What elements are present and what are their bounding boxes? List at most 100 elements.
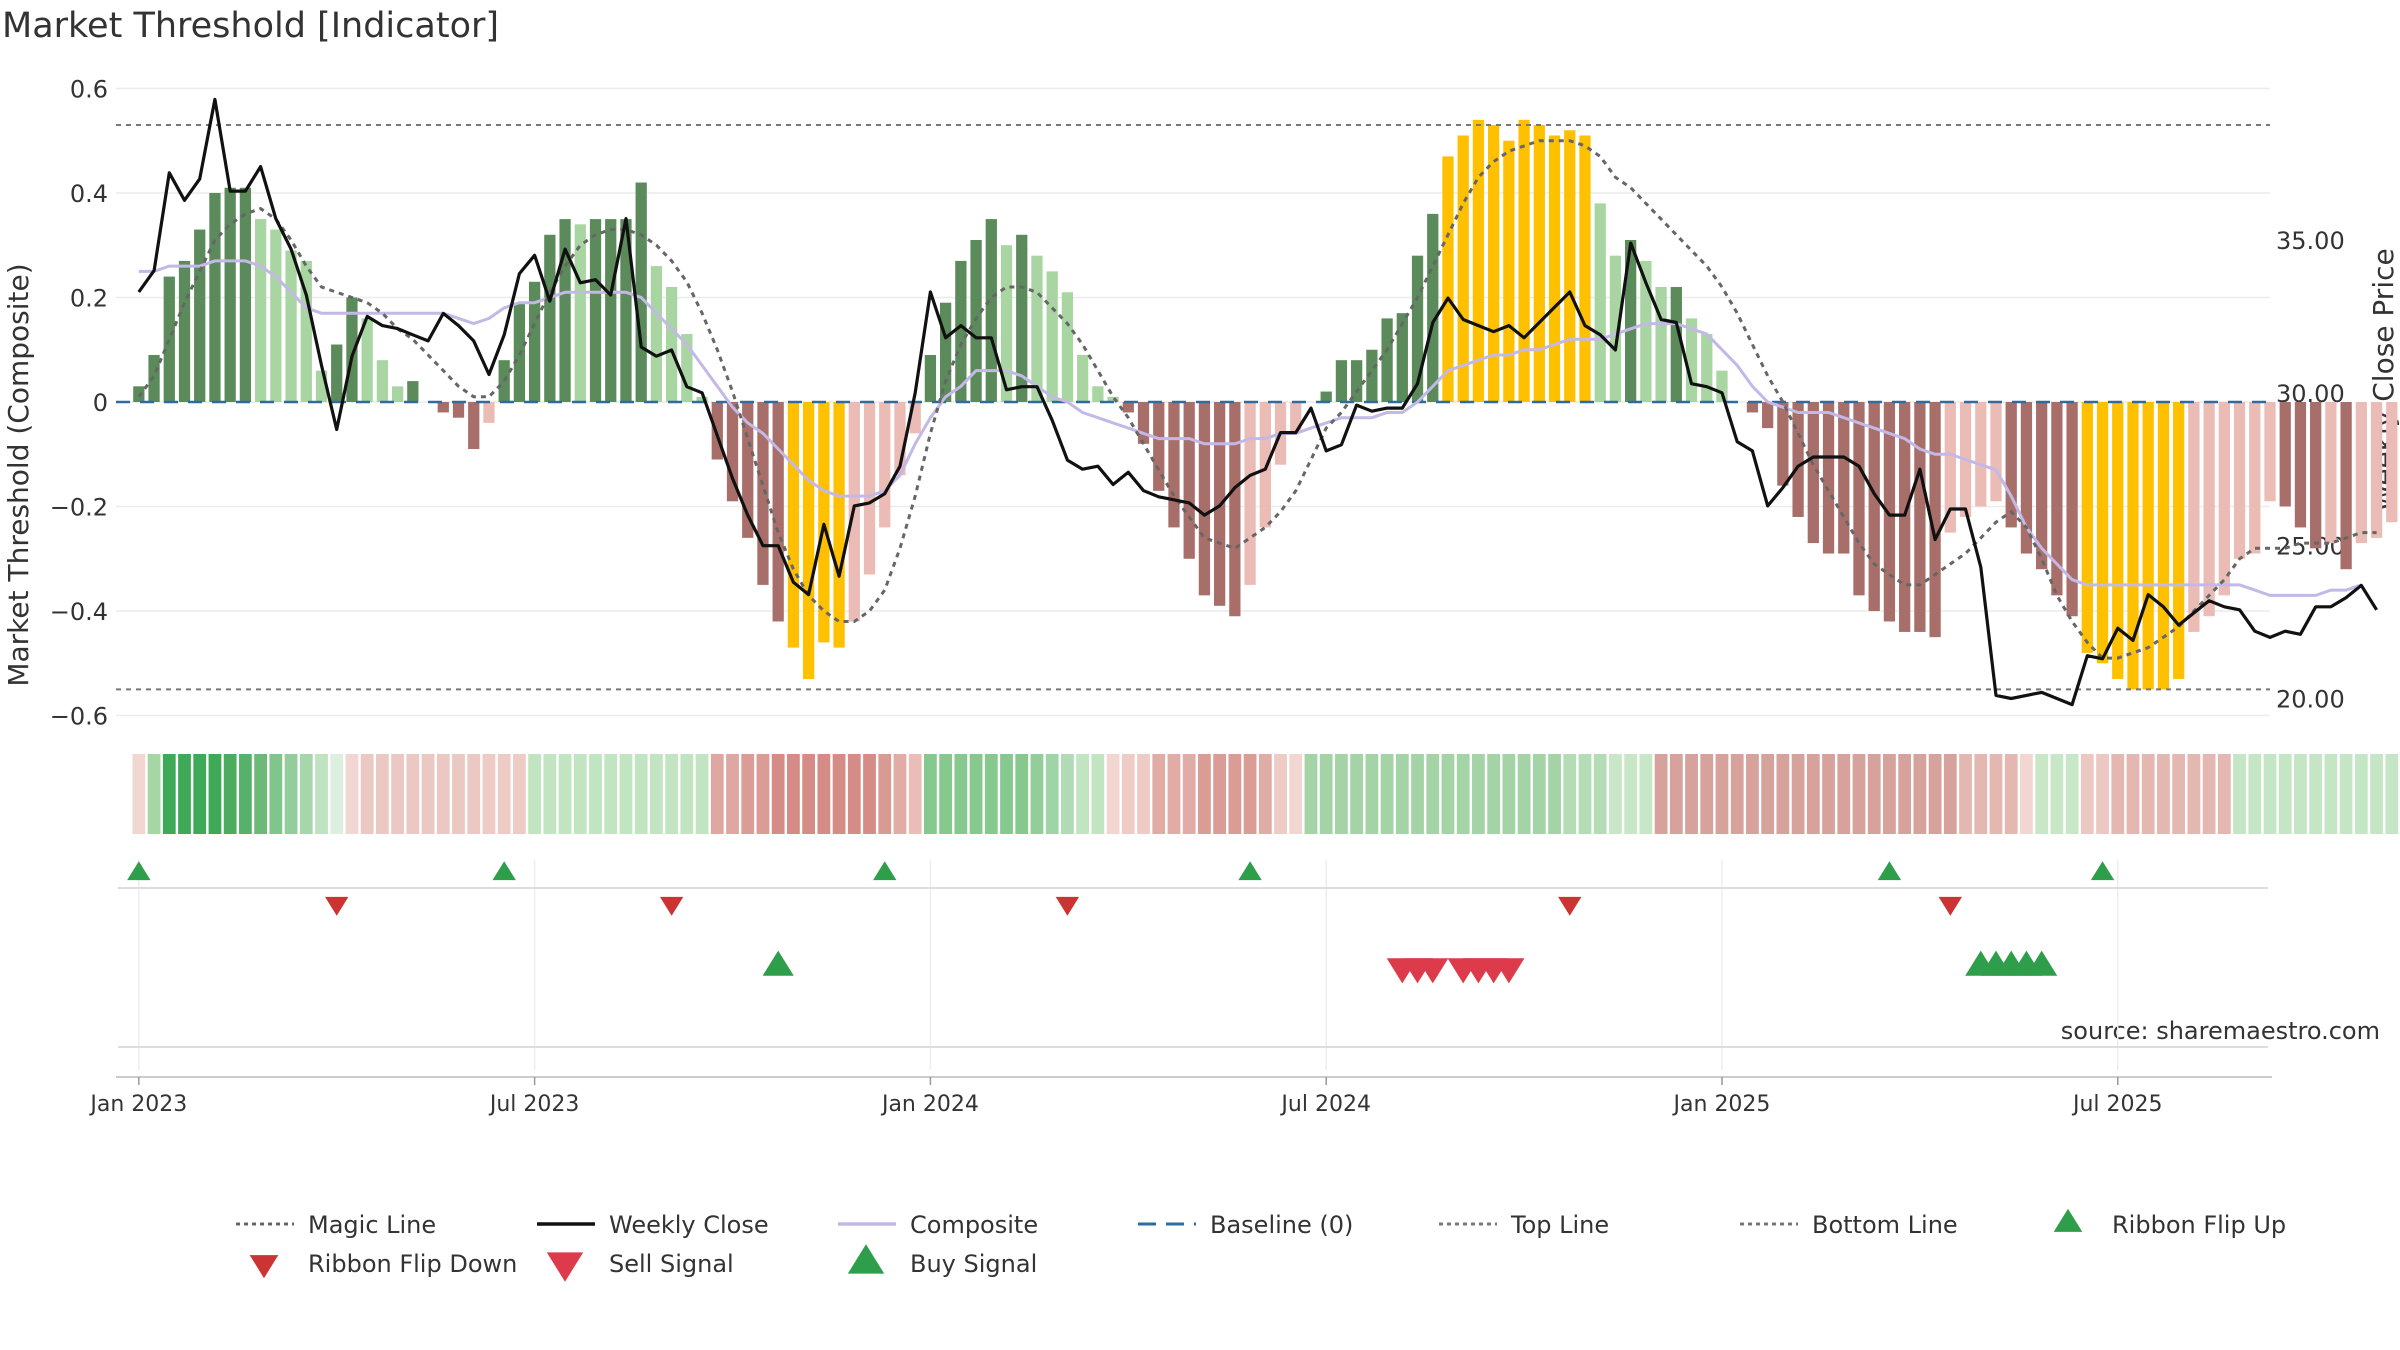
ribbon-cell (1806, 754, 1820, 834)
composite-bar (909, 402, 921, 434)
composite-bar (1807, 402, 1819, 544)
ribbon-cell (2096, 754, 2109, 834)
ribbon-cell (589, 754, 602, 834)
ribbon-cell (1319, 754, 1333, 834)
composite-bar (665, 287, 678, 402)
composite-bar (452, 402, 465, 418)
ribbon-cell (1502, 754, 1516, 834)
composite-bar (361, 318, 373, 402)
ribbon-cell (147, 754, 161, 834)
weekly-close-line (137, 97, 2378, 707)
composite-bar (1244, 402, 1256, 585)
ribbon-cell (984, 754, 998, 834)
composite-bar (620, 219, 632, 402)
ribbon-cell (1274, 754, 1287, 834)
legend-label: Ribbon Flip Up (2112, 1211, 2286, 1239)
ribbon-cell (330, 754, 344, 834)
ribbon-cell (421, 754, 435, 834)
ribbon-cell (1593, 754, 1607, 834)
sell-signal-marker (1417, 958, 1449, 984)
ribbon-cell (1669, 754, 1683, 834)
composite-bar (1868, 402, 1880, 612)
composite-bar (2310, 402, 2322, 549)
legend-swatch (249, 1255, 279, 1279)
ribbon-cell (2339, 754, 2353, 834)
composite-bar (2249, 402, 2261, 554)
composite-bar (437, 402, 449, 413)
composite-bar (2051, 402, 2063, 596)
composite-bar (1457, 135, 1469, 402)
ribbon-cell (1015, 754, 1029, 834)
ribbon-cell (162, 754, 176, 834)
y2-tick-label: 35.00 (2276, 227, 2345, 255)
ribbon-cell (132, 754, 146, 834)
ribbon-cell (726, 754, 739, 834)
ribbon-cell (345, 754, 359, 834)
composite-bar (1153, 402, 1165, 491)
composite-bar (346, 297, 358, 402)
ribbon-cell (756, 754, 770, 834)
ribbon-cell (2157, 754, 2170, 834)
ribbon-cell (1228, 754, 1242, 834)
composite-bar (605, 219, 617, 402)
ribbon-cell (1258, 754, 1272, 834)
composite-bar (1625, 240, 1637, 402)
composite-bar (818, 402, 830, 643)
ribbon-flip-up-marker (2090, 861, 2115, 881)
composite-bar (1701, 334, 1713, 402)
ribbon-cell (1898, 754, 1912, 834)
legend-label: Bottom Line (1812, 1211, 1958, 1239)
ribbon-cell (2187, 754, 2201, 834)
composite-bar (1746, 402, 1759, 413)
composite-bar (2157, 402, 2170, 690)
ribbon-cell (1030, 754, 1044, 834)
composite-bar (544, 234, 556, 402)
composite-bar (483, 402, 495, 423)
ribbon-cell (939, 754, 953, 834)
ribbon-cell (954, 754, 968, 834)
y-axis-label: Market Threshold (Composite) (2, 263, 35, 686)
ribbon-cell (284, 754, 298, 834)
composite-bar (1533, 125, 1545, 402)
composite-bar (940, 302, 952, 402)
ribbon-flip-up-marker (1877, 861, 1902, 881)
composite-bar (2127, 402, 2139, 690)
ribbon-cell (1335, 754, 1348, 834)
ribbon-cell (1943, 754, 1957, 834)
composite-bar (2233, 402, 2246, 559)
composite-bar (1259, 402, 1271, 528)
composite-bar (331, 344, 343, 402)
ribbon-cell (1304, 754, 1318, 834)
ribbon-cell (436, 754, 450, 834)
composite-bar (2279, 402, 2291, 507)
ribbon-flip-up-marker (873, 861, 897, 881)
ribbon-cell (1609, 754, 1622, 834)
ribbon-cell (2233, 754, 2246, 834)
composite-bar (802, 402, 815, 679)
legend-label: Top Line (1510, 1211, 1609, 1239)
ribbon-cell (802, 754, 816, 834)
ribbon-cell (1654, 754, 1668, 834)
ribbon-cell (893, 754, 907, 834)
composite-bar (1442, 156, 1454, 402)
legend-label: Composite (910, 1211, 1038, 1239)
ribbon-cell (223, 754, 237, 834)
ribbon-flip-down-marker (659, 896, 684, 916)
ribbon-cell (1380, 754, 1394, 834)
ribbon-flip-down-marker (1055, 896, 1080, 916)
ribbon-cell (2217, 754, 2231, 834)
ribbon-cell (1289, 754, 1303, 834)
composite-bar (1290, 402, 1302, 434)
legend-label: Weekly Close (609, 1211, 769, 1239)
ribbon-cell (1121, 754, 1135, 834)
ribbon-cell (1913, 754, 1927, 834)
ribbon-flip-up-marker (127, 861, 151, 881)
ribbon-cell (787, 754, 800, 834)
ribbon-cell (193, 754, 207, 834)
ribbon-cell (1137, 754, 1150, 834)
composite-bar (2173, 402, 2185, 679)
composite-bar (2370, 402, 2383, 538)
composite-bar (726, 402, 739, 502)
x-tick-label: Jan 2023 (88, 1092, 187, 1117)
